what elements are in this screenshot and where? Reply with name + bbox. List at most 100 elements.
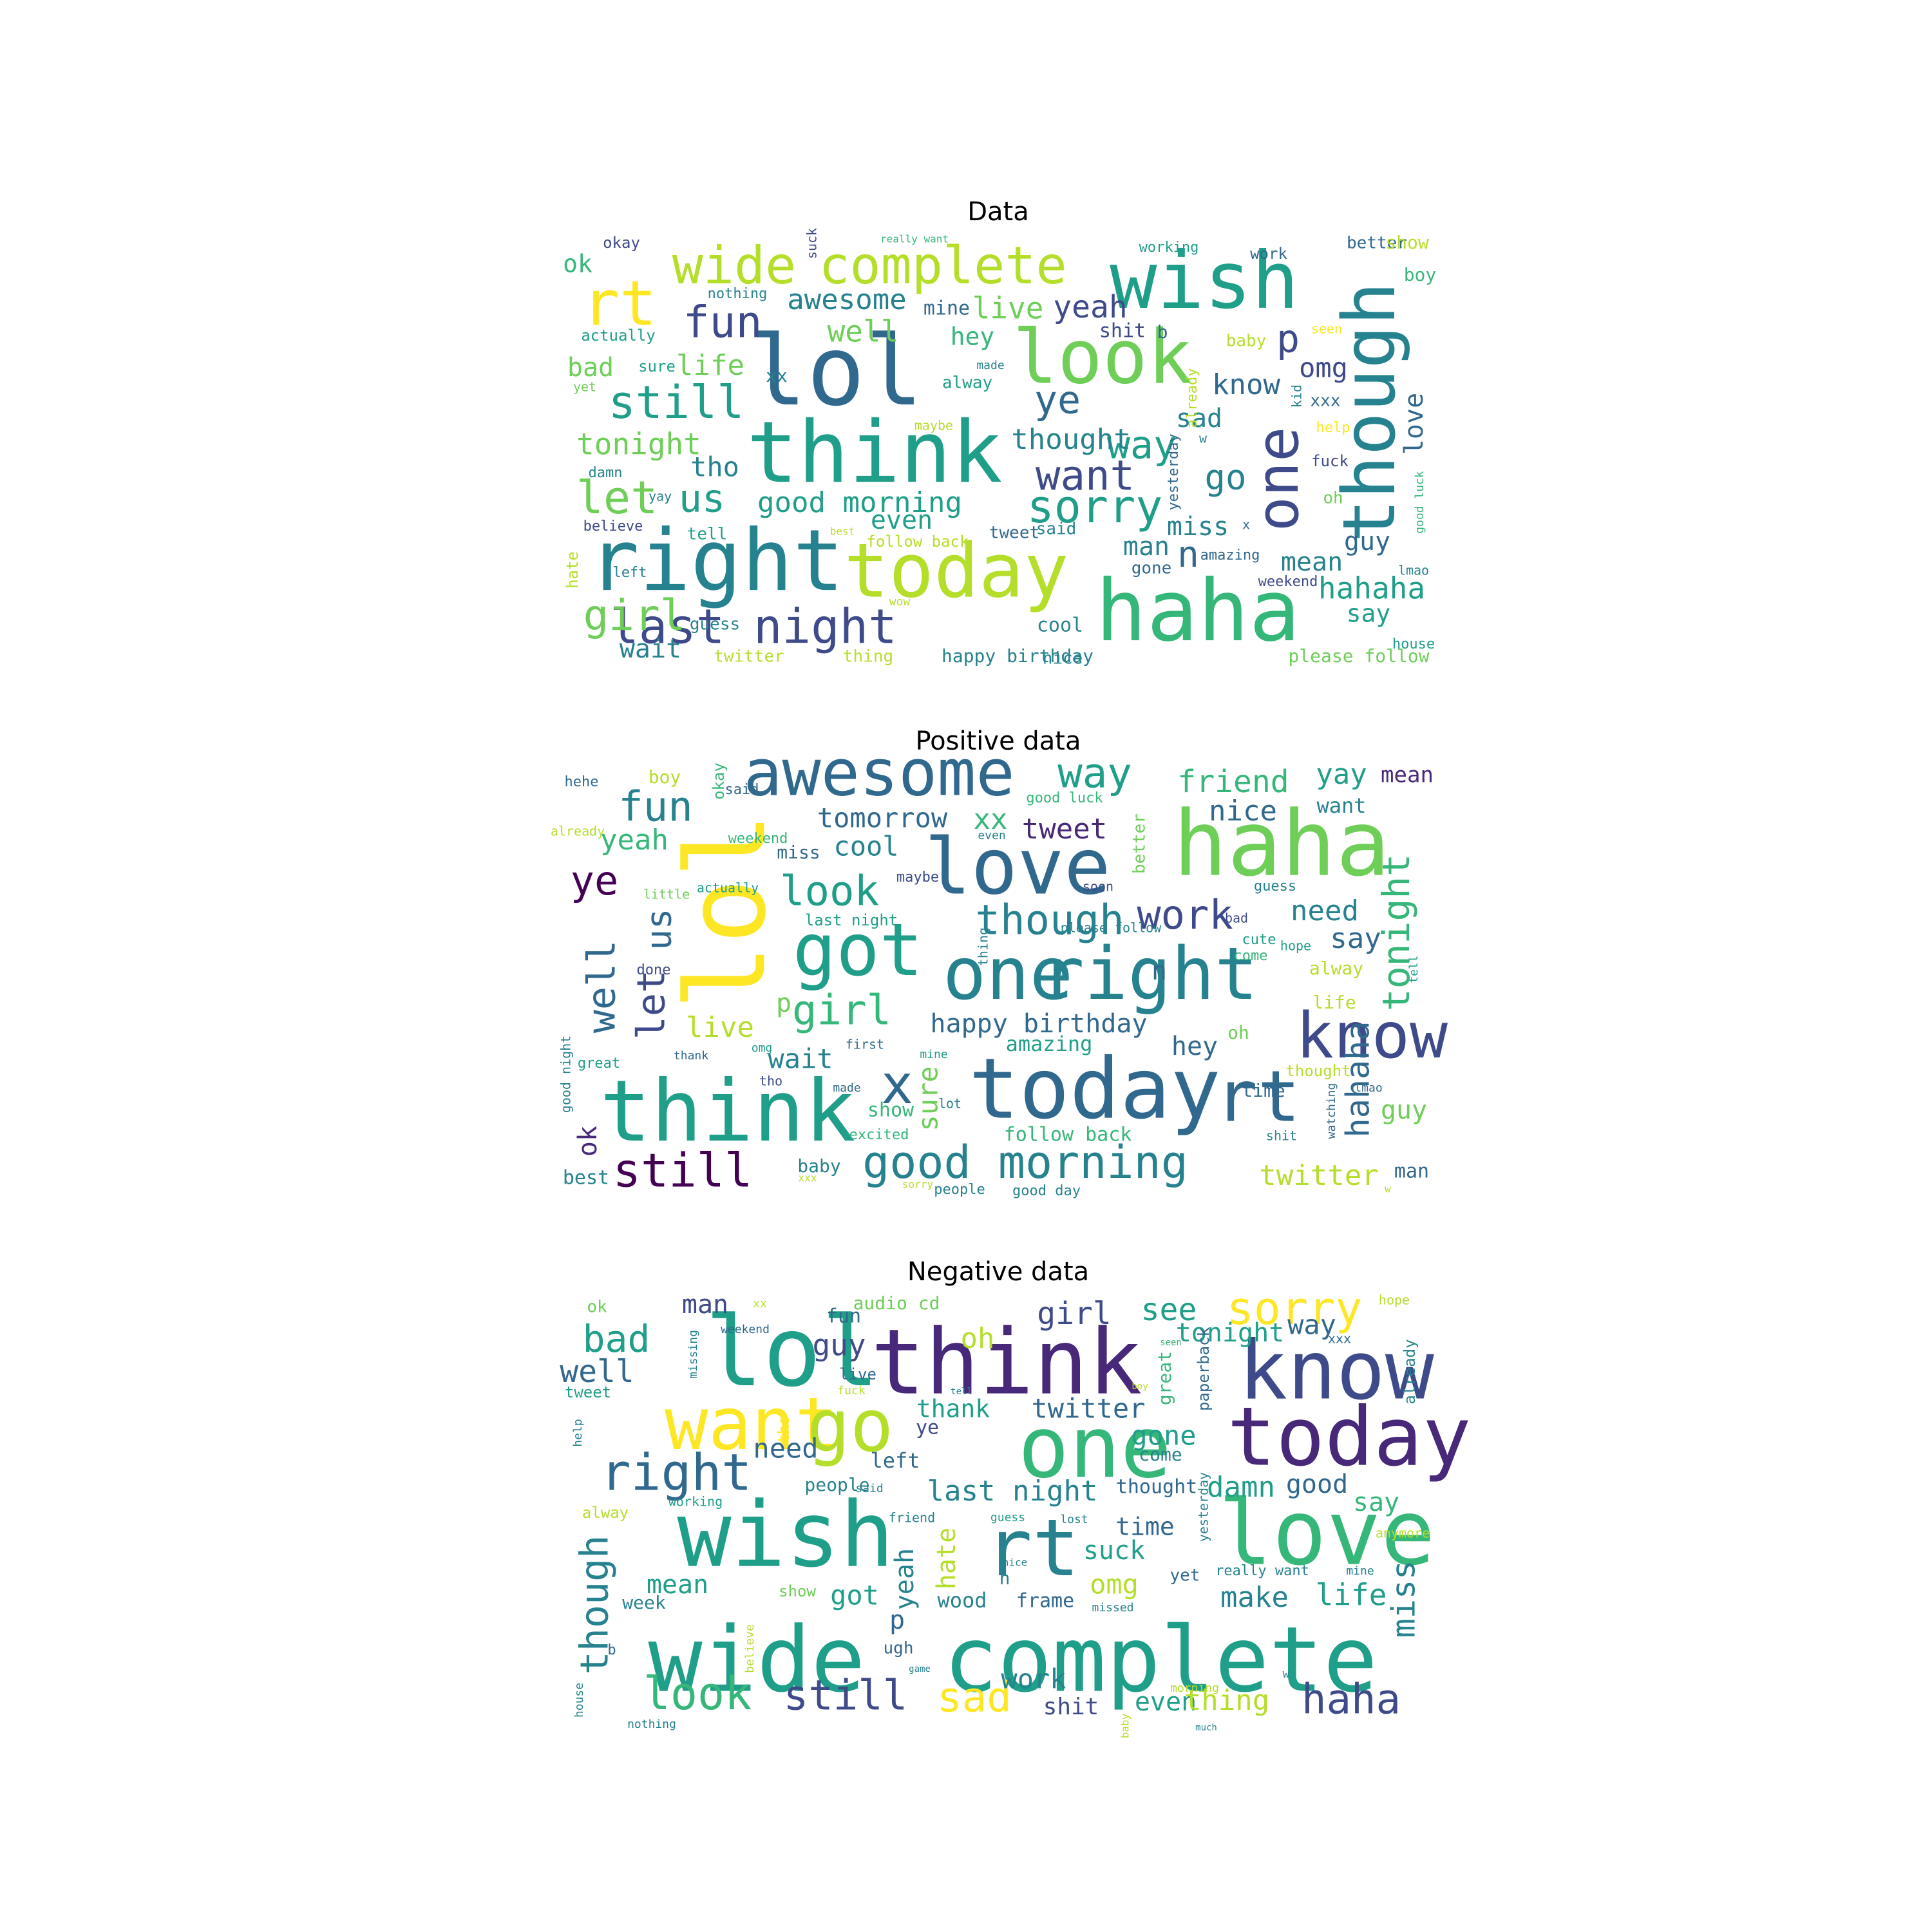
cloud-word-negative: rt: [985, 1502, 1080, 1594]
cloud-word-negative: xxx: [1328, 1331, 1351, 1347]
cloud-word-positive: mean: [1381, 762, 1434, 788]
cloud-word-data: guess: [690, 615, 740, 634]
cloud-word-negative: wish: [677, 1483, 894, 1588]
cloud-word-data: today: [844, 528, 1068, 615]
cloud-word-data: n: [1177, 534, 1199, 576]
cloud-word-negative: love: [1218, 1481, 1435, 1586]
cloud-word-data: thought: [1011, 423, 1130, 456]
cloud-word-negative: thank: [916, 1395, 990, 1423]
cloud-word-data: go: [1204, 457, 1246, 498]
cloud-word-data: yeah: [1053, 289, 1128, 325]
cloud-word-positive: want: [1316, 793, 1366, 818]
cloud-word-data: kid: [1289, 384, 1305, 408]
cloud-word-negative: tho: [775, 1416, 793, 1443]
cloud-word-positive: cute: [1242, 932, 1276, 948]
cloud-word-negative: alway: [582, 1504, 629, 1522]
cloud-word-positive: show: [867, 1099, 914, 1122]
cloud-word-positive: oh: [1227, 1022, 1249, 1043]
cloud-word-negative: go: [807, 1385, 894, 1468]
cloud-word-positive: good night: [558, 1036, 574, 1113]
cloud-word-negative: wide: [648, 1608, 865, 1713]
cloud-word-positive: miss: [777, 842, 820, 863]
cloud-word-data: last night: [610, 600, 897, 655]
cloud-word-negative: paperback: [1195, 1327, 1213, 1411]
cloud-word-negative: come: [1139, 1444, 1182, 1465]
cloud-word-data: love: [1399, 393, 1429, 455]
cloud-word-data: guy: [1344, 527, 1390, 556]
cloud-word-negative: look: [643, 1667, 752, 1720]
cloud-word-negative: oh: [961, 1322, 995, 1355]
cloud-word-data: complete: [819, 236, 1066, 296]
cloud-word-data: sure: [638, 357, 676, 375]
cloud-word-positive: said: [725, 782, 759, 798]
cloud-word-data: wide: [672, 236, 797, 296]
cloud-word-negative: yet: [1170, 1566, 1200, 1586]
cloud-word-positive: way: [1057, 750, 1132, 798]
cloud-word-data: though: [1328, 282, 1412, 543]
cloud-word-negative: ok: [587, 1298, 607, 1317]
cloud-word-data: say: [1347, 600, 1391, 628]
panel-title-positive: Positive data: [915, 726, 1081, 756]
cloud-word-negative: week: [622, 1592, 666, 1613]
cloud-word-data: us: [679, 477, 725, 522]
cloud-word-positive: great: [578, 1056, 620, 1072]
cloud-word-data: awesome: [787, 283, 906, 316]
cloud-word-negative: wood: [937, 1588, 987, 1613]
cloud-word-data: yay: [649, 489, 672, 504]
cloud-word-data: tho: [690, 451, 739, 483]
cloud-word-negative: fun: [826, 1305, 861, 1328]
cloud-word-negative: suck: [1083, 1536, 1145, 1566]
cloud-word-negative: xx: [753, 1297, 767, 1311]
cloud-word-data: said: [1036, 520, 1077, 539]
cloud-word-data: xxx: [1311, 392, 1341, 411]
cloud-word-data: yesterday: [1166, 433, 1182, 510]
cloud-word-negative: good: [1286, 1470, 1348, 1499]
cloud-word-positive: x: [881, 1053, 914, 1116]
cloud-word-negative: tonight: [1176, 1318, 1285, 1348]
cloud-word-data: work: [1250, 245, 1287, 263]
cloud-word-data: sorry: [1027, 480, 1163, 533]
cloud-word-negative: audio cd: [853, 1293, 940, 1314]
cloud-word-negative: really want: [1215, 1563, 1309, 1579]
cloud-word-negative: twitter: [1031, 1393, 1145, 1425]
cloud-word-negative: make: [1220, 1581, 1289, 1614]
cloud-word-positive: xxx: [799, 1172, 817, 1184]
cloud-word-data: seen: [1311, 321, 1342, 337]
cloud-word-data: xx: [766, 365, 788, 386]
cloud-word-negative: missing: [687, 1330, 700, 1379]
cloud-word-data: believe: [583, 518, 643, 535]
cloud-word-negative: man: [682, 1290, 728, 1320]
cloud-word-negative: way: [1287, 1309, 1336, 1341]
cloud-word-positive: bad: [1225, 911, 1248, 926]
cloud-word-negative: weekend: [721, 1323, 770, 1336]
cloud-word-positive: better: [1130, 813, 1150, 874]
cloud-word-data: alway: [942, 374, 992, 393]
cloud-word-data: x: [1242, 517, 1250, 533]
cloud-word-data: omg: [1299, 352, 1348, 384]
cloud-word-data: tweet: [989, 524, 1039, 543]
cloud-word-negative: believe: [743, 1624, 757, 1673]
cloud-word-negative: still: [784, 1672, 908, 1720]
cloud-word-positive: amazing: [1006, 1032, 1093, 1056]
cloud-word-positive: alway: [1309, 958, 1363, 979]
cloud-word-positive: okay: [710, 762, 728, 800]
cloud-word-positive: live: [686, 1011, 754, 1044]
cloud-word-data: better: [1347, 234, 1407, 253]
cloud-word-negative: hate: [932, 1528, 961, 1589]
cloud-word-data: show: [1385, 232, 1429, 253]
cloud-word-positive: weekend: [728, 831, 788, 847]
cloud-word-data: still: [609, 376, 744, 429]
cloud-area-data: [559, 231, 1436, 672]
cloud-word-negative: sad: [937, 1674, 1012, 1722]
cloud-word-positive: thank: [674, 1049, 708, 1063]
cloud-word-positive: work: [1137, 891, 1233, 938]
cloud-word-positive: baby: [797, 1155, 840, 1177]
cloud-word-data: house: [1392, 636, 1435, 652]
cloud-word-data: haha: [1095, 562, 1300, 661]
cloud-word-negative: haha: [1302, 1676, 1401, 1724]
cloud-word-positive: first: [846, 1037, 884, 1052]
